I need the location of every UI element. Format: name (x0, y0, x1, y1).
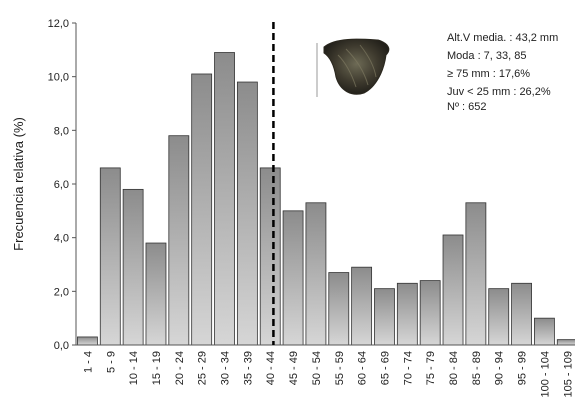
shell-photo-detail (337, 44, 377, 88)
x-tick-label: 30 - 34 (220, 351, 232, 385)
y-tick-label: 4,0 (54, 233, 69, 245)
bar (488, 288, 510, 346)
x-tick-label: 65 - 69 (379, 351, 391, 385)
bar (99, 167, 121, 346)
x-tick-label: 90 - 94 (494, 351, 506, 385)
bar (465, 202, 487, 346)
x-tick-label-group: 1 - 4 5 - 9 10 - 14 15 - 19 20 - 24 25 - 29 30… (82, 351, 574, 397)
bar (168, 135, 190, 346)
stat-count: Nº : 652 (447, 101, 486, 113)
y-tick-label: 6,0 (54, 179, 69, 191)
y-tick-label: 0,0 (54, 340, 69, 352)
x-tick-label: 5 - 9 (105, 351, 117, 373)
bar (145, 242, 167, 346)
stat-modes: Moda : 7, 33, 85 (447, 50, 527, 62)
x-tick-label: 80 - 84 (448, 351, 460, 385)
bar (351, 266, 373, 346)
stats-annotation: Alt.V media. : 43,2 mm Moda : 7, 33, 85 … (447, 32, 558, 113)
y-axis: 0,0 2,0 4,0 6,0 8,0 10,0 12,0 (48, 18, 77, 352)
bar (419, 280, 441, 346)
y-tick-label: 12,0 (48, 18, 69, 30)
x-tick-label: 35 - 39 (242, 351, 254, 385)
x-tick-label: 15 - 19 (151, 351, 163, 385)
shell-photo-shape (323, 38, 390, 95)
x-tick-label: 100 - 104 (539, 351, 551, 397)
x-tick-label: 85 - 89 (471, 351, 483, 385)
bar (191, 73, 213, 346)
bar (442, 234, 464, 346)
y-tick-label: 8,0 (54, 125, 69, 137)
bar (214, 52, 235, 346)
bar (374, 288, 395, 346)
stat-over-75mm: ≥ 75 mm : 17,6% (447, 68, 530, 80)
shell-specimen-photo (316, 38, 390, 97)
x-tick-label: 70 - 74 (402, 351, 414, 385)
stat-juveniles: Juv < 25 mm : 26,2% (447, 86, 551, 98)
bar-group (77, 52, 575, 346)
bar (305, 202, 327, 346)
x-tick-label: 20 - 24 (174, 351, 186, 385)
y-tick-group: 0,0 2,0 4,0 6,0 8,0 10,0 12,0 (48, 18, 76, 352)
x-tick-label: 60 - 64 (357, 351, 369, 385)
stat-mean-height: Alt.V media. : 43,2 mm (447, 32, 558, 44)
x-tick-label: 10 - 14 (128, 351, 140, 385)
bar (396, 282, 418, 346)
x-tick-label: 75 - 79 (425, 351, 437, 385)
x-tick-label: 95 - 99 (517, 351, 529, 385)
bar (77, 336, 98, 346)
x-tick-label: 55 - 59 (334, 351, 346, 385)
y-tick-label: 2,0 (54, 286, 69, 298)
bar (511, 282, 532, 346)
bar (556, 339, 575, 346)
bar (534, 317, 555, 346)
x-tick-label: 1 - 4 (82, 351, 94, 373)
bar (328, 272, 350, 346)
bar (122, 188, 144, 346)
x-tick-label: 105 - 109 (562, 351, 574, 397)
bar (236, 81, 258, 346)
x-tick-label: 40 - 44 (265, 351, 277, 385)
x-tick-label: 45 - 49 (288, 351, 300, 385)
x-tick-label: 25 - 29 (197, 351, 209, 385)
bar (282, 210, 304, 346)
bar (259, 167, 281, 346)
x-tick-label: 50 - 54 (311, 351, 323, 385)
y-axis-label: Frecuencia relativa (%) (11, 117, 26, 251)
y-tick-label: 10,0 (48, 72, 69, 84)
